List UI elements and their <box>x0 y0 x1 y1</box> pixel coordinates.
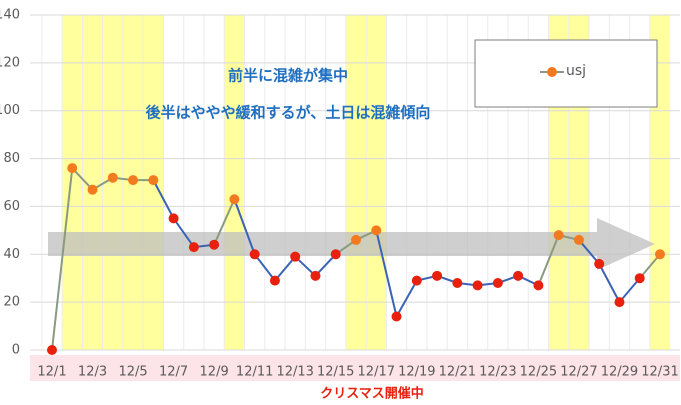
x-tick-label: 12/29 <box>601 365 638 380</box>
point <box>614 297 625 308</box>
point <box>249 249 260 260</box>
y-tick-label: 40 <box>3 247 20 262</box>
legend <box>474 39 658 108</box>
point <box>229 194 240 205</box>
point <box>67 163 78 174</box>
x-tick-label: 12/21 <box>439 365 476 380</box>
point <box>655 249 665 260</box>
x-axis-band <box>30 355 680 381</box>
point <box>594 258 605 269</box>
point <box>553 230 564 241</box>
legend-marker <box>547 67 557 77</box>
y-tick-label: 0 <box>12 343 20 358</box>
x-tick-label: 12/3 <box>78 365 107 380</box>
x-tick-label: 12/19 <box>398 365 435 380</box>
line-segment <box>537 234 560 286</box>
point <box>452 278 463 288</box>
x-tick-label: 12/13 <box>276 365 313 380</box>
line-segment <box>578 239 600 265</box>
point <box>269 275 280 286</box>
line-segment <box>274 256 296 282</box>
line-segment <box>233 198 256 255</box>
point <box>432 270 443 281</box>
line-segment <box>598 263 621 303</box>
y-tick-label: 20 <box>3 295 20 310</box>
x-tick-label: 12/17 <box>358 365 395 380</box>
x-tick-label: 12/25 <box>520 365 557 380</box>
line-segment <box>375 230 398 317</box>
point <box>391 311 402 322</box>
point <box>310 270 321 281</box>
line-segment <box>51 168 74 351</box>
highlight-band <box>224 15 245 350</box>
highlight-band <box>62 15 83 350</box>
x-tick-label: 12/23 <box>479 365 516 380</box>
point <box>87 184 98 195</box>
line-segment <box>638 253 661 279</box>
line-segment <box>152 179 175 219</box>
highlight-band <box>82 15 103 350</box>
footnote: クリスマス開催中 <box>320 386 424 402</box>
y-tick-label: 140 <box>0 8 20 23</box>
point <box>168 213 179 224</box>
point <box>107 172 118 183</box>
point <box>492 278 503 288</box>
x-tick-label: 12/31 <box>641 365 678 380</box>
y-tick-label: 120 <box>0 55 20 70</box>
line-segment <box>253 253 276 282</box>
point <box>188 242 199 253</box>
point <box>148 175 159 186</box>
x-tick-label: 12/5 <box>118 365 147 380</box>
x-tick-label: 12/27 <box>560 365 597 380</box>
point <box>411 275 422 286</box>
point <box>634 273 645 284</box>
point <box>330 249 341 260</box>
point <box>209 239 220 250</box>
point <box>128 175 139 186</box>
x-tick-label: 12/1 <box>37 365 66 380</box>
x-tick-label: 12/9 <box>200 365 229 380</box>
y-tick-label: 100 <box>0 103 20 118</box>
point <box>351 234 361 245</box>
annotation: 前半に混雑が集中 <box>228 67 348 85</box>
x-tick-label: 12/7 <box>159 365 188 380</box>
point <box>371 225 382 236</box>
x-tick-label: 12/11 <box>236 365 273 380</box>
legend-label: usj <box>566 63 586 79</box>
point <box>472 280 483 291</box>
line-segment <box>213 198 236 246</box>
highlight-band <box>345 15 367 350</box>
highlight-band <box>366 15 387 350</box>
point <box>47 345 57 355</box>
line-segment <box>172 217 195 248</box>
line-segment <box>395 280 418 317</box>
annotation: 後半はややや緩和するが、土日は混雑傾向 <box>145 104 431 122</box>
point <box>513 270 524 281</box>
y-tick-label: 60 <box>3 199 20 214</box>
point <box>290 251 301 262</box>
point <box>533 280 544 291</box>
y-tick-label: 80 <box>3 151 20 166</box>
x-tick-label: 12/15 <box>317 365 354 380</box>
line-segment <box>618 277 641 303</box>
point <box>573 234 584 245</box>
